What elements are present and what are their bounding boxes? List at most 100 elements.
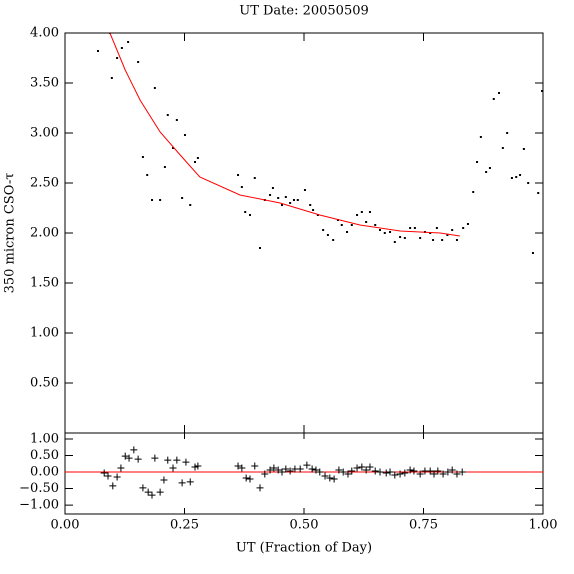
y-tick-label: 0.50 [30, 376, 59, 391]
data-point [316, 468, 324, 476]
data-point [403, 237, 406, 239]
data-point [356, 214, 359, 216]
y-tick-label: 1.00 [30, 326, 59, 341]
data-point [371, 467, 379, 475]
data-point [479, 136, 482, 138]
y-tick-label: 1.00 [30, 431, 59, 446]
data-point [153, 87, 156, 89]
data-point [350, 224, 353, 226]
data-point [462, 227, 465, 229]
fit-line [109, 33, 460, 237]
data-point [383, 232, 386, 234]
data-point [339, 468, 347, 476]
data-point [248, 214, 251, 216]
data-point [374, 224, 377, 226]
data-point [399, 236, 402, 238]
data-point [120, 47, 123, 49]
data-point [393, 241, 396, 243]
chart-title: UT Date: 20050509 [239, 4, 369, 19]
data-point [139, 484, 147, 492]
data-point [266, 466, 274, 474]
data-point [406, 466, 414, 474]
data-point [237, 174, 240, 176]
data-point [251, 462, 259, 470]
data-point [253, 177, 256, 179]
data-point [537, 192, 540, 194]
data-point [472, 191, 475, 193]
data-point [178, 479, 186, 487]
data-point [476, 161, 479, 163]
data-point [312, 209, 315, 211]
data-point [316, 214, 319, 216]
data-point [376, 468, 384, 476]
y-tick-label: 0.00 [30, 465, 59, 480]
data-point [335, 466, 343, 474]
data-point [330, 475, 338, 483]
data-point [110, 77, 113, 79]
data-point [137, 61, 140, 63]
data-point [344, 470, 352, 478]
data-point [189, 204, 192, 206]
y-tick-label: 4.00 [30, 26, 59, 41]
data-point [182, 458, 190, 466]
data-point [282, 465, 290, 473]
data-point [113, 473, 121, 481]
data-point [348, 467, 356, 475]
data-point [332, 239, 335, 241]
data-point [234, 462, 242, 470]
data-point [439, 470, 447, 478]
data-point [303, 189, 306, 191]
plot-frame [64, 432, 544, 515]
data-point [164, 456, 172, 464]
data-point [413, 227, 416, 229]
data-point [261, 470, 269, 478]
data-point [458, 468, 466, 476]
x-tick-label: 0.50 [290, 518, 319, 533]
x-tick-label: 0.75 [409, 518, 438, 533]
data-point [269, 194, 272, 196]
data-point [277, 197, 280, 199]
data-point [506, 132, 509, 134]
data-point [531, 252, 534, 254]
data-point [173, 456, 181, 464]
data-point [109, 482, 117, 490]
y-tick-label: 0.50 [30, 448, 59, 463]
data-point [148, 491, 156, 499]
data-point [510, 177, 513, 179]
data-point [146, 174, 149, 176]
data-point [448, 466, 456, 474]
data-point [104, 472, 112, 480]
data-point [166, 114, 169, 116]
data-point [309, 204, 312, 206]
data-point [259, 247, 262, 249]
data-point [451, 229, 454, 231]
data-point [453, 470, 461, 478]
data-point [409, 227, 412, 229]
data-point [322, 229, 325, 231]
data-point [278, 468, 286, 476]
data-point [303, 461, 311, 469]
data-point [382, 469, 390, 477]
data-point [246, 475, 254, 483]
data-point [274, 466, 282, 474]
data-point [365, 221, 368, 223]
data-point [289, 202, 292, 204]
data-point [100, 469, 108, 477]
data-point [175, 119, 178, 121]
data-point [156, 488, 164, 496]
data-point [96, 50, 99, 52]
data-point [169, 464, 177, 472]
data-point [444, 468, 452, 476]
data-point [172, 147, 175, 149]
data-point [522, 148, 525, 150]
x-tick-label: 1.00 [529, 518, 558, 533]
data-point [150, 199, 153, 201]
data-point [256, 484, 264, 492]
data-point [238, 464, 246, 472]
data-point [117, 464, 125, 472]
x-axis-label: UT (Fraction of Day) [236, 541, 372, 556]
data-point [144, 488, 152, 496]
data-point [242, 474, 250, 482]
data-point [130, 446, 138, 454]
